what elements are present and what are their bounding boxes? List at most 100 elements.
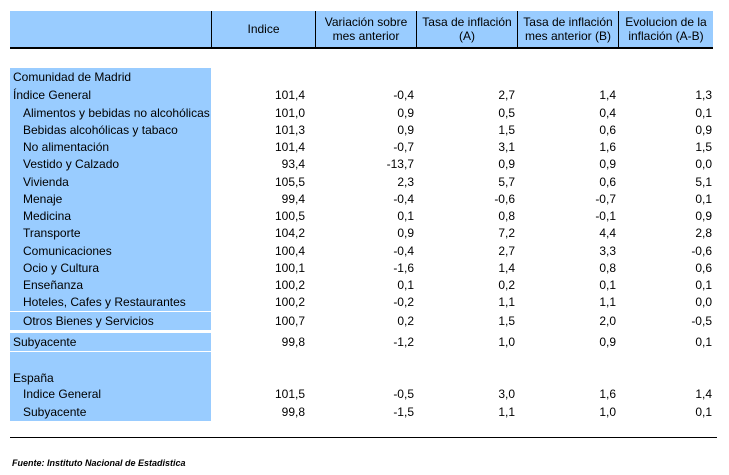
- table-cell: 3,1: [498, 140, 515, 154]
- table-cell: 0,1: [695, 405, 712, 419]
- row-label: Alimentos y bebidas no alcohólicas: [10, 104, 211, 122]
- table-cell: 1,5: [498, 123, 515, 137]
- table-cell: 1,1: [599, 295, 616, 309]
- table-cell: 0,9: [695, 209, 712, 223]
- header-evolucion: Evolucion de la inflación (A-B): [618, 11, 713, 47]
- row-label: Comunidad de Madrid: [10, 68, 211, 86]
- table-cell: -0,5: [393, 387, 414, 401]
- row-label: Menaje: [10, 190, 211, 208]
- table-cell: -1,2: [393, 335, 414, 349]
- table-cell: 101,4: [274, 88, 305, 102]
- table-cell: 105,5: [274, 175, 305, 189]
- table-cell: 5,1: [695, 175, 712, 189]
- table-cell: 0,1: [397, 209, 414, 223]
- table-cell: 0,9: [599, 157, 616, 171]
- table-cell: -1,5: [393, 405, 414, 419]
- row-label: Subyacente: [10, 403, 211, 421]
- table-cell: 104,2: [274, 226, 305, 240]
- table-cell: 93,4: [281, 157, 305, 171]
- row-label: Índice General: [10, 86, 211, 104]
- table-cell: 0,9: [498, 157, 515, 171]
- table-cell: 0,6: [599, 175, 616, 189]
- row-label: Medicina: [10, 207, 211, 225]
- table-cell: 1,1: [498, 295, 515, 309]
- row-label: Enseñanza: [10, 276, 211, 294]
- table-cell: -13,7: [386, 157, 414, 171]
- table-cell: 99,8: [281, 405, 305, 419]
- table-cell: 0,0: [695, 157, 712, 171]
- table-cell: 2,3: [397, 175, 414, 189]
- table-cell: 1,6: [599, 387, 616, 401]
- header-variacion: Variación sobre mes anterior: [315, 11, 416, 47]
- table-cell: 5,7: [498, 175, 515, 189]
- table-cell: -0,2: [393, 295, 414, 309]
- table-cell: 101,5: [274, 387, 305, 401]
- bottom-divider: [10, 437, 717, 438]
- table-cell: -0,6: [494, 192, 515, 206]
- row-label: Subyacente: [10, 333, 211, 351]
- table-cell: 2,8: [695, 226, 712, 240]
- table-cell: 1,1: [498, 405, 515, 419]
- table-cell: -0,7: [393, 140, 414, 154]
- table-cell: 0,5: [498, 106, 515, 120]
- header-blank: [10, 11, 211, 47]
- table-cell: 0,2: [498, 278, 515, 292]
- table-cell: 1,3: [695, 88, 712, 102]
- table-cell: 0,6: [599, 123, 616, 137]
- table-cell: 100,2: [274, 278, 305, 292]
- table-cell: 100,7: [274, 314, 305, 328]
- table-cell: 0,9: [599, 335, 616, 349]
- table-cell: 1,5: [695, 140, 712, 154]
- row-label: No alimentación: [10, 138, 211, 156]
- table-cell: 100,2: [274, 295, 305, 309]
- row-label: [10, 352, 211, 370]
- row-label: Bebidas alcohólicas y tabaco: [10, 121, 211, 139]
- table-cell: -1,6: [393, 261, 414, 275]
- source-note: Fuente: Instituto Nacional de Estadistic…: [12, 458, 186, 468]
- row-label: Vivienda: [10, 173, 211, 191]
- table-cell: 1,5: [498, 314, 515, 328]
- row-label: Indice General: [10, 385, 211, 403]
- row-label: Otros Bienes y Servicios: [10, 312, 211, 330]
- table-cell: -0,1: [595, 209, 616, 223]
- table-cell: 0,8: [498, 209, 515, 223]
- table-cell: 0,1: [397, 278, 414, 292]
- table-cell: 4,4: [599, 226, 616, 240]
- row-label: Vestido y Calzado: [10, 155, 211, 173]
- table-cell: -0,4: [393, 244, 414, 258]
- table-cell: 0,9: [397, 106, 414, 120]
- table-cell: 99,4: [281, 192, 305, 206]
- table-cell: -0,7: [595, 192, 616, 206]
- table-cell: 99,8: [281, 335, 305, 349]
- table-cell: 0,1: [695, 278, 712, 292]
- table-cell: 0,9: [397, 123, 414, 137]
- table-cell: 0,4: [599, 106, 616, 120]
- table-cell: 0,1: [599, 278, 616, 292]
- table-cell: -0,4: [393, 192, 414, 206]
- table-cell: 1,4: [599, 88, 616, 102]
- table-cell: 0,9: [695, 123, 712, 137]
- table-cell: 3,3: [599, 244, 616, 258]
- table-cell: 1,0: [498, 335, 515, 349]
- table-cell: 100,4: [274, 244, 305, 258]
- header-tasa-mes-anterior: Tasa de inflación mes anterior (B): [517, 11, 618, 47]
- table-header: Indice Variación sobre mes anterior Tasa…: [10, 11, 713, 49]
- table-cell: 1,4: [695, 387, 712, 401]
- table-cell: 2,7: [498, 88, 515, 102]
- table-cell: -0,6: [691, 244, 712, 258]
- table-cell: 0,8: [599, 261, 616, 275]
- row-label: Ocio y Cultura: [10, 259, 211, 277]
- table-cell: 1,0: [599, 405, 616, 419]
- table-cell: 0,1: [695, 335, 712, 349]
- table-cell: 0,1: [695, 106, 712, 120]
- table-cell: 0,1: [695, 192, 712, 206]
- table-cell: 2,0: [599, 314, 616, 328]
- table-cell: 101,4: [274, 140, 305, 154]
- row-label: Hoteles, Cafes y Restaurantes: [10, 293, 211, 311]
- row-label: España: [10, 369, 211, 387]
- table-cell: 100,5: [274, 209, 305, 223]
- table-cell: 3,0: [498, 387, 515, 401]
- table-cell: 0,6: [695, 261, 712, 275]
- table-cell: 101,0: [274, 106, 305, 120]
- row-label: Comunicaciones: [10, 242, 211, 260]
